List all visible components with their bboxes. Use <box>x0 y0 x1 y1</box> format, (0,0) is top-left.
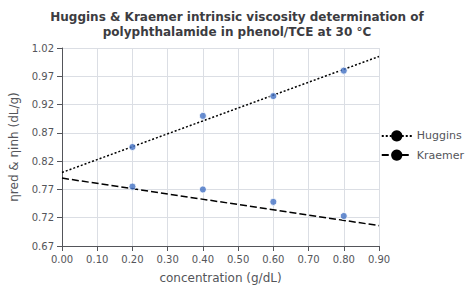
svg-text:Huggins: Huggins <box>417 129 462 142</box>
svg-text:0.92: 0.92 <box>32 99 54 110</box>
svg-text:concentration (g/dL): concentration (g/dL) <box>159 271 281 285</box>
svg-text:0.30: 0.30 <box>157 254 179 265</box>
svg-text:0.70: 0.70 <box>297 254 319 265</box>
svg-text:0.77: 0.77 <box>32 184 54 195</box>
svg-text:0.72: 0.72 <box>32 212 54 223</box>
svg-text:Kraemer: Kraemer <box>417 149 465 162</box>
svg-text:0.00: 0.00 <box>51 254 73 265</box>
svg-text:0.20: 0.20 <box>121 254 143 265</box>
svg-text:0.80: 0.80 <box>333 254 355 265</box>
svg-text:0.97: 0.97 <box>32 71 54 82</box>
svg-text:0.10: 0.10 <box>86 254 108 265</box>
svg-text:ηred & ηinh (dL/g): ηred & ηinh (dL/g) <box>7 92 21 202</box>
svg-text:1.02: 1.02 <box>32 43 54 54</box>
svg-text:0.67: 0.67 <box>32 241 54 252</box>
svg-text:Huggins & Kraemer intrinsic vi: Huggins & Kraemer intrinsic viscosity de… <box>50 10 424 24</box>
svg-text:0.40: 0.40 <box>192 254 214 265</box>
svg-text:0.50: 0.50 <box>227 254 249 265</box>
svg-text:0.87: 0.87 <box>32 127 54 138</box>
svg-text:polyphthalamide in phenol/TCE: polyphthalamide in phenol/TCE at 30 °C <box>103 25 372 39</box>
svg-text:0.90: 0.90 <box>368 254 390 265</box>
svg-text:0.82: 0.82 <box>32 156 54 167</box>
svg-text:0.60: 0.60 <box>262 254 284 265</box>
